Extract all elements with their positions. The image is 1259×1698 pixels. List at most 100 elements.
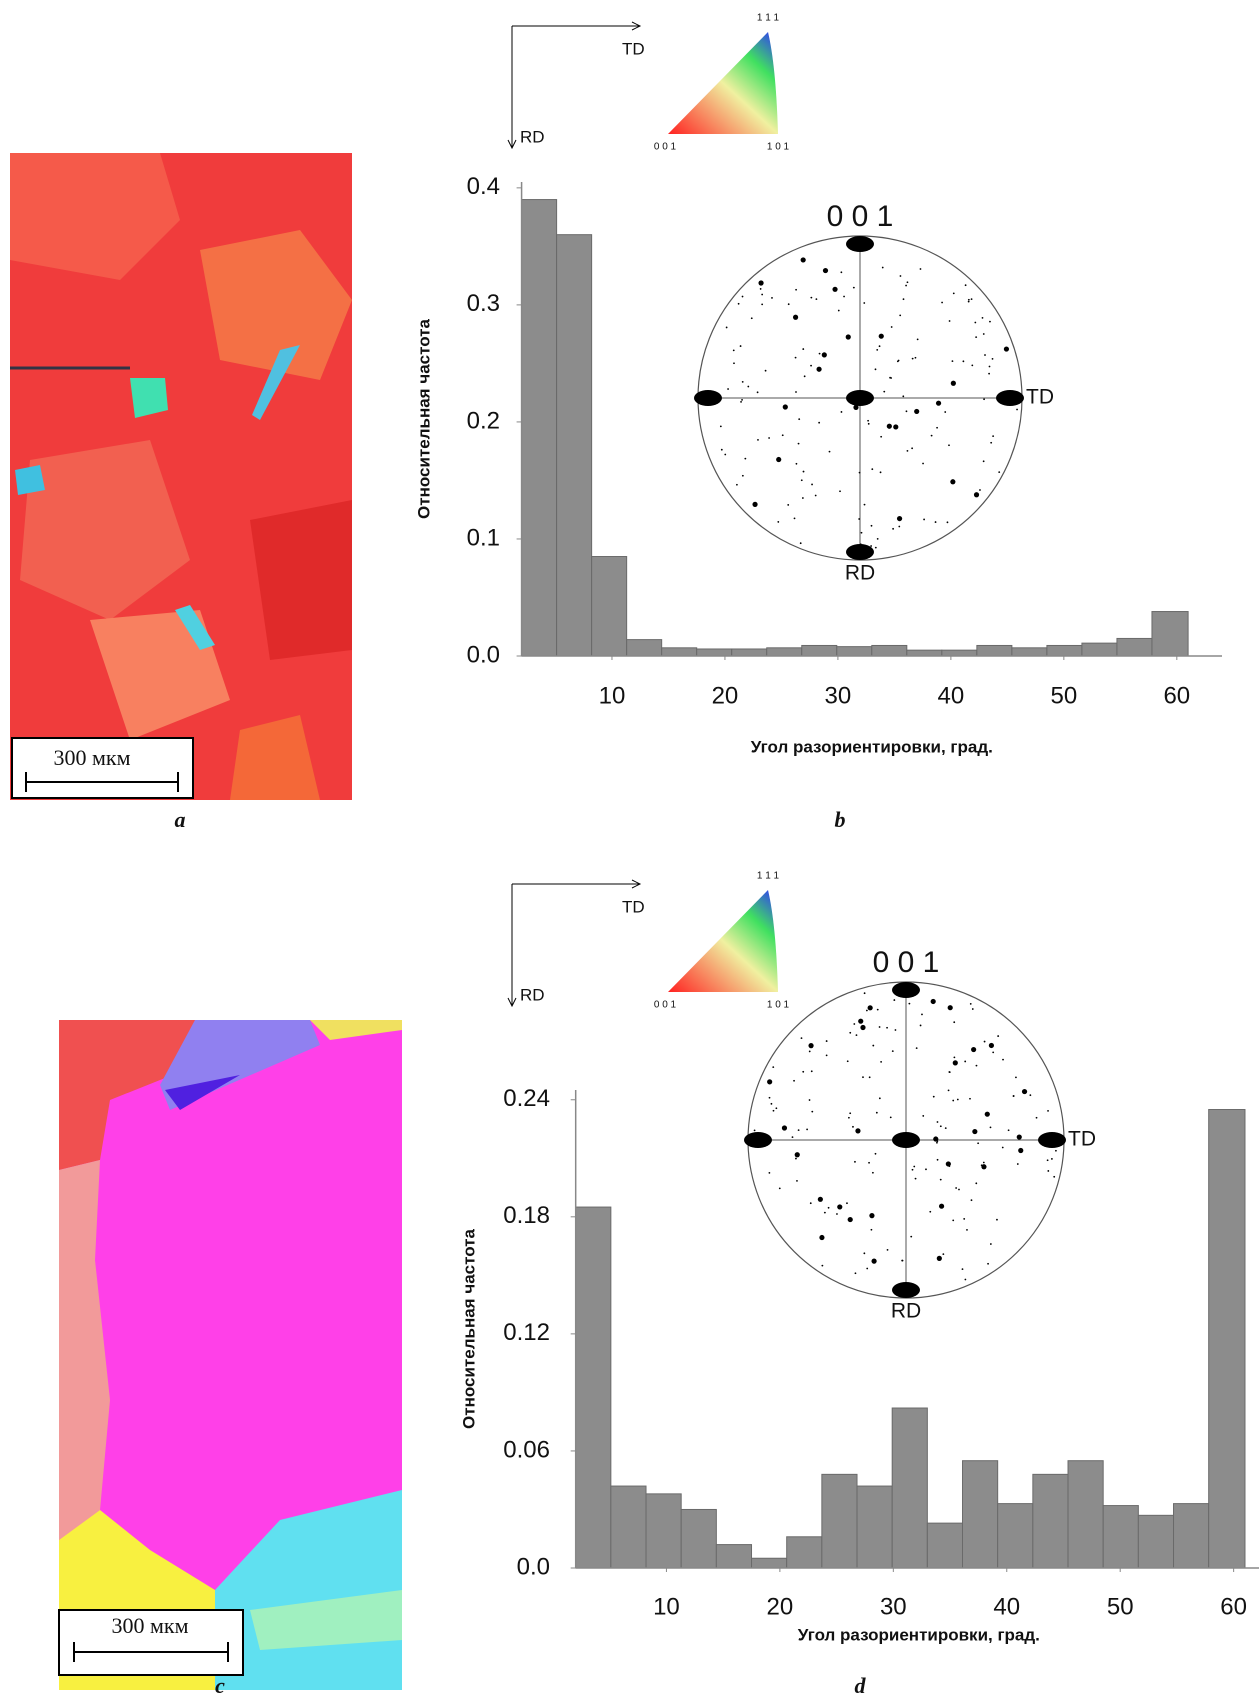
pole-dot: [778, 1187, 781, 1190]
pole-dot: [1010, 397, 1013, 399]
pole-dot: [862, 392, 868, 398]
pole-dot: [767, 1079, 773, 1085]
pole-dot: [845, 334, 851, 340]
pole-dot: [878, 1097, 881, 1100]
pole-dot: [871, 1258, 877, 1264]
pole-dot: [848, 1116, 850, 1119]
pole-dot: [772, 1066, 775, 1068]
pole-cluster: [892, 1282, 920, 1298]
x-tick-label: 20: [712, 682, 739, 709]
pole-dot: [794, 1152, 800, 1158]
pole-dot: [914, 1177, 917, 1180]
pole-dot: [939, 1178, 942, 1181]
pole-dot: [997, 1035, 1000, 1037]
pole-dot: [856, 545, 858, 548]
pole-dot: [739, 345, 742, 347]
pole-dot: [1047, 1170, 1050, 1172]
pole-dot: [942, 1253, 945, 1255]
pole-dot: [962, 360, 965, 363]
pole-dot: [868, 1161, 870, 1164]
pole-dot: [898, 1138, 904, 1144]
bar: [856, 1485, 893, 1569]
pole-dot: [736, 483, 738, 486]
pole-dot: [906, 281, 909, 284]
pole-dot: [977, 1142, 980, 1145]
pole-dot: [914, 408, 920, 415]
pole-dot: [989, 1243, 992, 1245]
pole-dot: [984, 1111, 990, 1117]
pole-dot: [944, 1127, 947, 1130]
pole-dot: [758, 280, 764, 286]
bar: [871, 644, 908, 657]
pole-dot: [840, 271, 843, 274]
pole-dot: [894, 1029, 897, 1031]
pole-dot: [776, 456, 782, 463]
pole-dot: [980, 1164, 983, 1167]
axis-legend-label: RD: [520, 127, 545, 146]
pole-dot: [910, 1235, 913, 1238]
pole-dot: [983, 398, 985, 401]
pole-dot: [1051, 1158, 1053, 1160]
pole-dot: [936, 1121, 939, 1123]
pole-dot: [922, 1115, 925, 1117]
pole-dot: [921, 1013, 923, 1016]
pole-dot: [741, 295, 744, 298]
pole-dot: [715, 396, 718, 399]
pole-dot: [950, 479, 956, 485]
bar: [731, 648, 768, 657]
triangle-label: 1 1 1: [757, 13, 780, 24]
scale-bar-label: 300 мкм: [111, 1613, 188, 1638]
pole-dot: [866, 1267, 869, 1270]
pole-dot: [876, 348, 879, 351]
pole-dot: [930, 434, 933, 437]
pole-dot: [972, 1128, 978, 1135]
axis-legend-label: RD: [520, 985, 545, 1004]
pole-dot: [800, 257, 806, 263]
pole-dot: [1007, 1129, 1010, 1132]
pole-dot: [958, 1188, 960, 1191]
pole-dot: [810, 1070, 813, 1073]
pole-dot: [923, 518, 925, 521]
pole-dot: [724, 453, 727, 456]
pole-dot: [906, 449, 909, 452]
pole-dot: [998, 471, 1001, 474]
pole-dot: [853, 404, 859, 410]
pole-dot: [1021, 1088, 1028, 1095]
pole-dot: [1003, 398, 1006, 401]
pole-dot: [821, 352, 827, 358]
pole-dot: [787, 504, 790, 506]
pole-dot: [791, 1136, 794, 1139]
bar: [1173, 1503, 1210, 1569]
pole-dot: [837, 309, 840, 312]
pole-dot: [892, 527, 895, 530]
pole-dot: [795, 391, 797, 393]
pole-dot: [868, 1076, 871, 1079]
pole-dot: [870, 524, 873, 527]
bar: [751, 1557, 788, 1569]
color-triangle: [668, 32, 778, 134]
pole-dot: [827, 1206, 830, 1209]
pole-dot: [822, 267, 829, 274]
pole-dot: [843, 295, 845, 298]
pole-dot: [988, 372, 990, 375]
pole-dot: [881, 266, 884, 269]
bar: [1046, 644, 1083, 657]
pole-dot: [818, 352, 821, 355]
pole-dot: [1016, 1134, 1022, 1140]
pole-dot: [967, 298, 970, 301]
color-triangle: [668, 890, 778, 992]
pole-dot: [874, 1152, 877, 1155]
bar: [1151, 611, 1189, 657]
pole-dot: [948, 444, 950, 447]
panel-label: d: [855, 1673, 867, 1698]
pole-dot: [945, 1161, 951, 1167]
pole-dot: [967, 300, 970, 303]
bar: [997, 1503, 1034, 1569]
pole-dot: [950, 380, 956, 386]
pole-dot: [883, 390, 886, 393]
pole-dot: [1001, 1146, 1004, 1149]
pole-dot: [987, 1262, 989, 1265]
pole-dot: [919, 1024, 922, 1027]
pole-dot: [818, 421, 821, 424]
pole-dot: [915, 1289, 918, 1292]
